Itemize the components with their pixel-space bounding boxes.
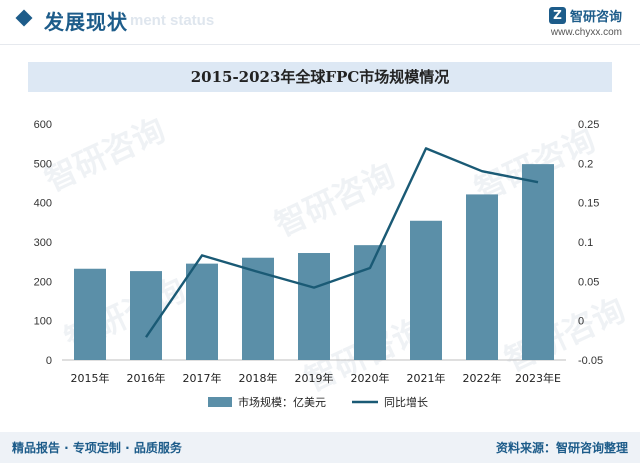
growth-line (145, 147, 539, 338)
x-tick-label: 2015年 (71, 371, 110, 385)
brand-block: Z 智研咨询 www.chyxx.com (548, 6, 622, 38)
diamond-icon (15, 9, 33, 27)
x-tick-label: 2018年 (239, 371, 278, 385)
bar (354, 245, 386, 360)
footer-slogan: 精品报告 · 专项定制 · 品质服务 (12, 441, 182, 455)
page-header: ment status 发展现状 Z 智研咨询 www.chyxx.com (0, 0, 640, 44)
x-tick-label: 2019年 (295, 371, 334, 385)
y-left-tick-label: 200 (34, 276, 52, 288)
legend-line-label: 同比增长 (384, 395, 428, 409)
legend-bar-label: 市场规模：亿美元 (238, 395, 326, 409)
bar (410, 220, 442, 360)
bar (522, 164, 554, 360)
y-left-tick-label: 100 (34, 316, 52, 328)
y-right-tick-label: 0.1 (578, 237, 593, 249)
y-left-tick-label: 600 (34, 119, 52, 131)
section-subtitle: ment status (130, 12, 215, 29)
chart-title-band: 2015-2023年全球FPC市场规模情况 (28, 62, 612, 92)
y-right-tick-label: -0.05 (578, 355, 603, 367)
y-right-tick-label: 0.25 (578, 119, 599, 131)
bar (186, 263, 218, 360)
chart-svg: 0 100 200 300 400 500 600 -0.05 0 0.05 0.1 0.15 0.2 0… (34, 119, 603, 409)
x-tick-label: 2016年 (127, 371, 166, 385)
x-tick-label: 2021年 (407, 371, 446, 385)
section-title: 发展现状 (44, 10, 128, 34)
x-tick-label: 2023年E (515, 371, 561, 385)
y-right-tick-label: 0.05 (578, 276, 599, 288)
page-footer: 精品报告 · 专项定制 · 品质服务 资料来源：智研咨询整理 (0, 432, 640, 463)
y-right-tick-label: 0.15 (578, 198, 599, 210)
bar (466, 194, 498, 360)
y-left-tick-label: 300 (34, 237, 52, 249)
y-left-tick-label: 0 (46, 355, 52, 367)
legend-bar-swatch (208, 397, 232, 407)
y-right-tick-label: 0.2 (578, 158, 593, 170)
x-tick-label: 2020年 (351, 371, 390, 385)
y-left-tick-label: 500 (34, 158, 52, 170)
x-tick-label: 2017年 (183, 371, 222, 385)
y-left-tick-label: 400 (34, 198, 52, 210)
bar (74, 268, 106, 360)
brand-name: 智研咨询 (569, 10, 622, 25)
bar (130, 271, 162, 360)
brand-url: www.chyxx.com (550, 27, 622, 38)
chart-title: 2015-2023年全球FPC市场规模情况 (190, 68, 450, 86)
footer-source: 资料来源：智研咨询整理 (495, 441, 628, 455)
x-tick-label: 2022年 (463, 371, 502, 385)
y-right-tick-label: 0 (578, 316, 584, 328)
bar (298, 253, 330, 360)
brand-logo-icon: Z (548, 7, 566, 24)
header-divider (0, 44, 640, 45)
